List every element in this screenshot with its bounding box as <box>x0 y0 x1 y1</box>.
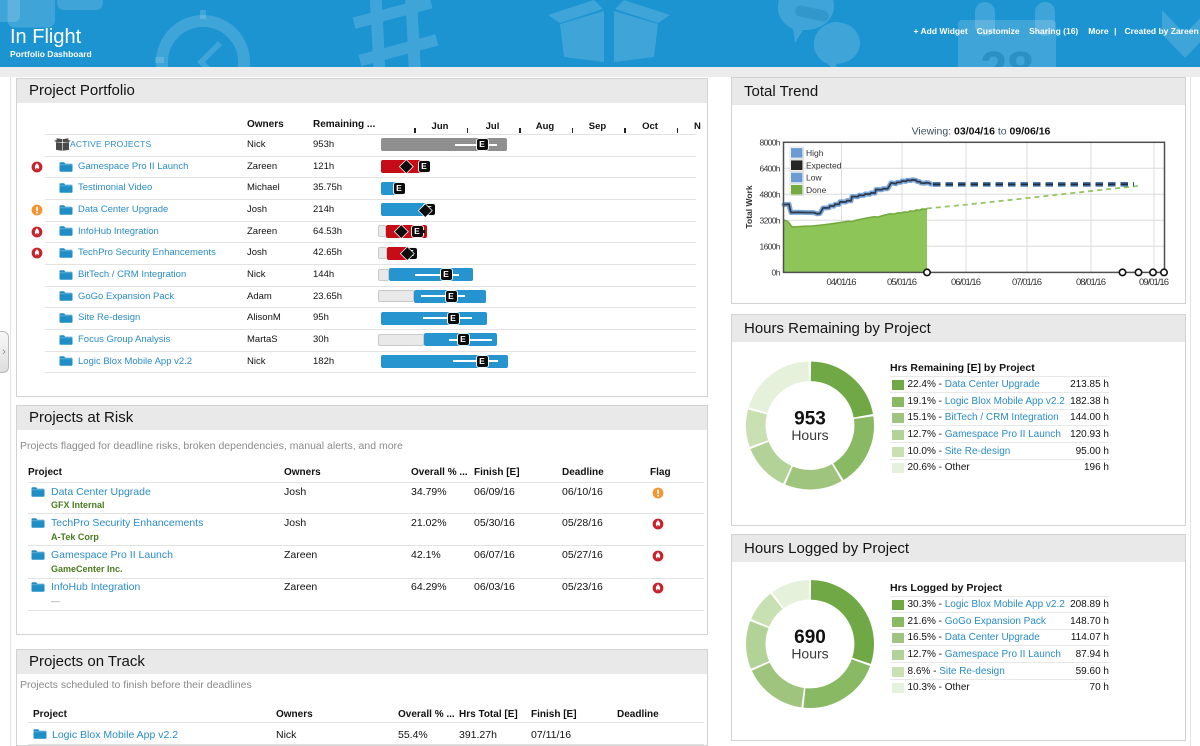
svg-text:Expected: Expected <box>806 160 842 170</box>
svg-text:3200h: 3200h <box>760 215 781 225</box>
svg-text:High: High <box>806 148 824 158</box>
svg-text:08/01/16: 08/01/16 <box>1076 277 1106 288</box>
svg-text:8000h: 8000h <box>760 137 781 147</box>
svg-text:Viewing: 03/04/16 to 09/06/16: Viewing: 03/04/16 to 09/06/16 <box>912 126 1051 138</box>
svg-text:Total Work: Total Work <box>744 185 754 228</box>
svg-text:Low: Low <box>806 173 822 183</box>
svg-text:0h: 0h <box>772 267 781 277</box>
svg-text:4800h: 4800h <box>760 189 781 199</box>
svg-text:Done: Done <box>806 185 827 195</box>
svg-text:690: 690 <box>794 627 826 648</box>
svg-text:1600h: 1600h <box>760 241 781 251</box>
svg-text:Hours: Hours <box>791 646 828 662</box>
svg-text:6400h: 6400h <box>760 163 781 173</box>
svg-text:Hours: Hours <box>791 427 828 443</box>
svg-text:06/01/16: 06/01/16 <box>951 277 981 288</box>
svg-text:05/01/16: 05/01/16 <box>887 277 917 288</box>
svg-text:09/01/16: 09/01/16 <box>1139 277 1169 288</box>
svg-text:28: 28 <box>980 43 1033 67</box>
svg-text:953: 953 <box>794 409 826 430</box>
svg-text:04/01/16: 04/01/16 <box>827 277 857 288</box>
svg-text:07/01/16: 07/01/16 <box>1012 277 1042 288</box>
svg-text:#: # <box>329 0 461 67</box>
